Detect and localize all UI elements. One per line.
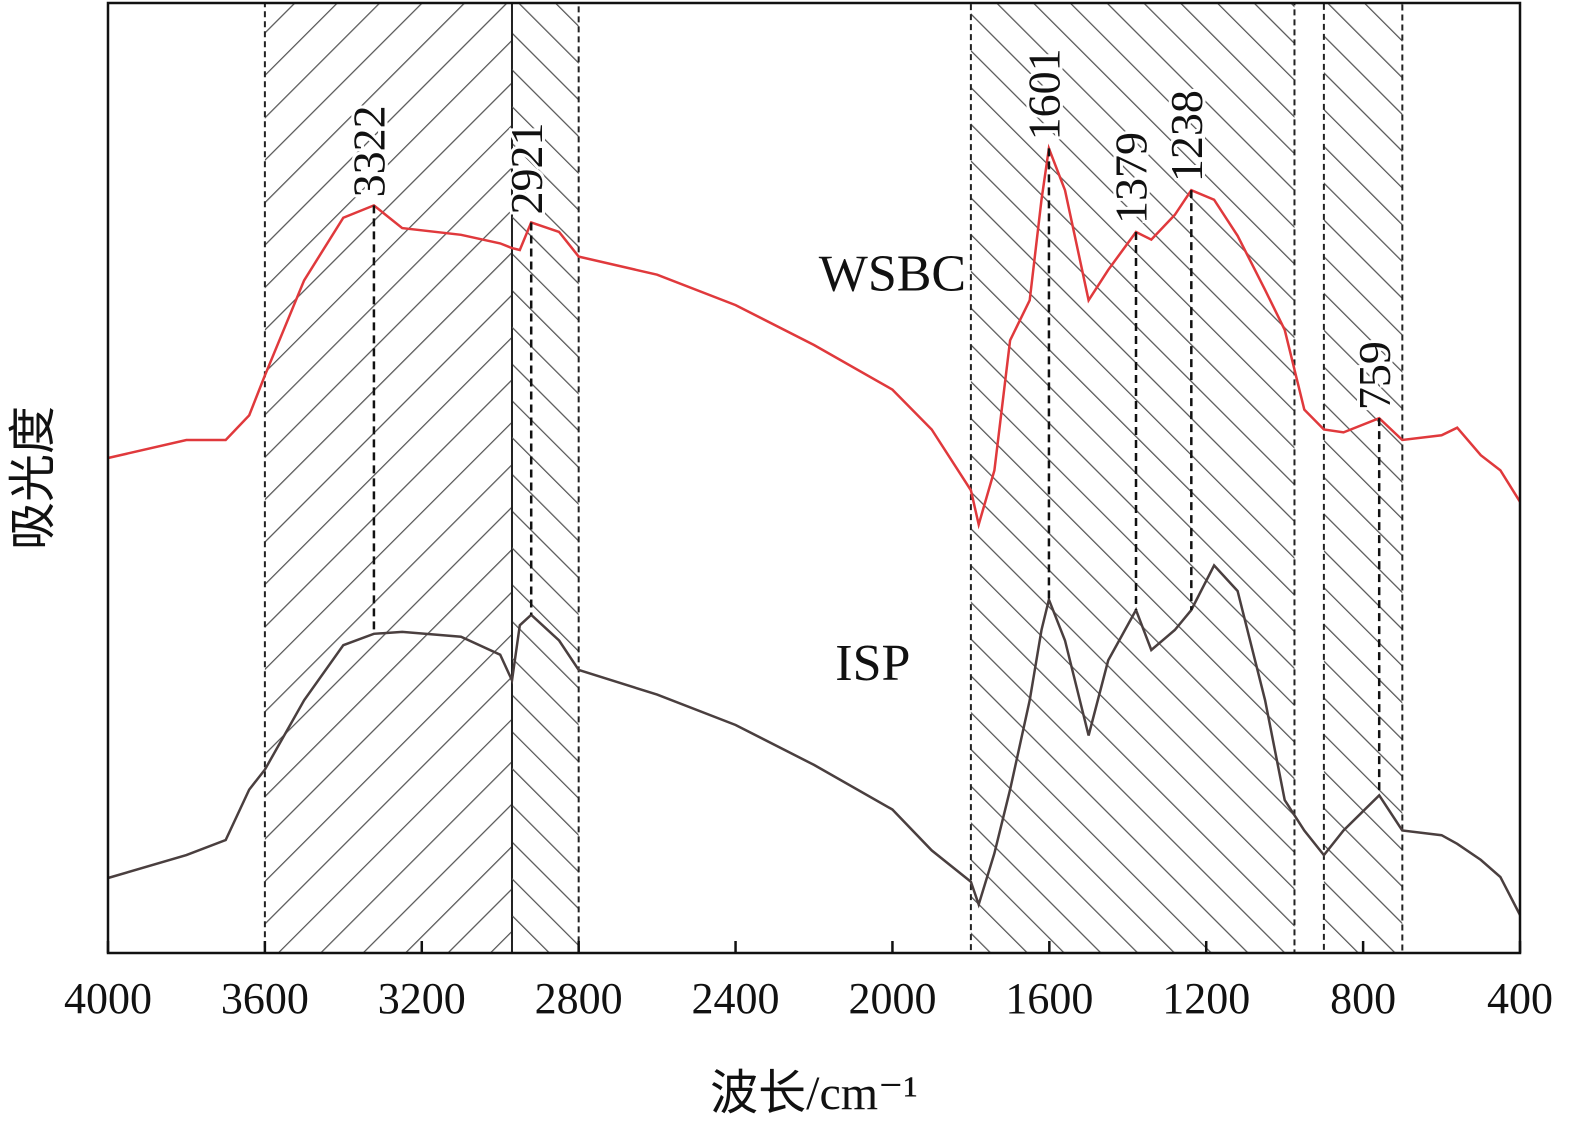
x-axis-label: 波长/cm⁻¹ (710, 1067, 918, 1120)
peak-label: 1379 (1106, 132, 1157, 224)
peak-label: 2921 (501, 122, 552, 214)
band (969, 2, 1296, 954)
plot-frame (106, 1, 1522, 955)
peak-label: 1601 (1019, 48, 1070, 140)
series-line (107, 143, 1522, 530)
band (510, 2, 580, 954)
x-tick-label: 1600 (1005, 974, 1093, 1023)
x-tick-label: 400 (1487, 974, 1553, 1023)
band (1322, 2, 1404, 954)
x-tick-label: 4000 (64, 974, 152, 1023)
series-label: WSBC (819, 245, 966, 302)
series-line (107, 563, 1522, 916)
x-tick-label: 2400 (692, 974, 780, 1023)
series-label: ISP (835, 635, 910, 692)
x-tick-label: 2800 (535, 974, 623, 1023)
bands (263, 2, 1404, 954)
peak-label: 759 (1349, 341, 1400, 410)
peak-label: 1238 (1161, 90, 1212, 182)
y-axis-label: 吸光度 (7, 406, 60, 550)
band (263, 2, 513, 954)
x-tick-label: 1200 (1162, 974, 1250, 1023)
x-tick-label: 3600 (221, 974, 309, 1023)
x-tick-label: 2000 (848, 974, 936, 1023)
x-tick-label: 3200 (378, 974, 466, 1023)
peak-label: 3322 (343, 105, 394, 197)
x-tick-label: 800 (1330, 974, 1396, 1023)
